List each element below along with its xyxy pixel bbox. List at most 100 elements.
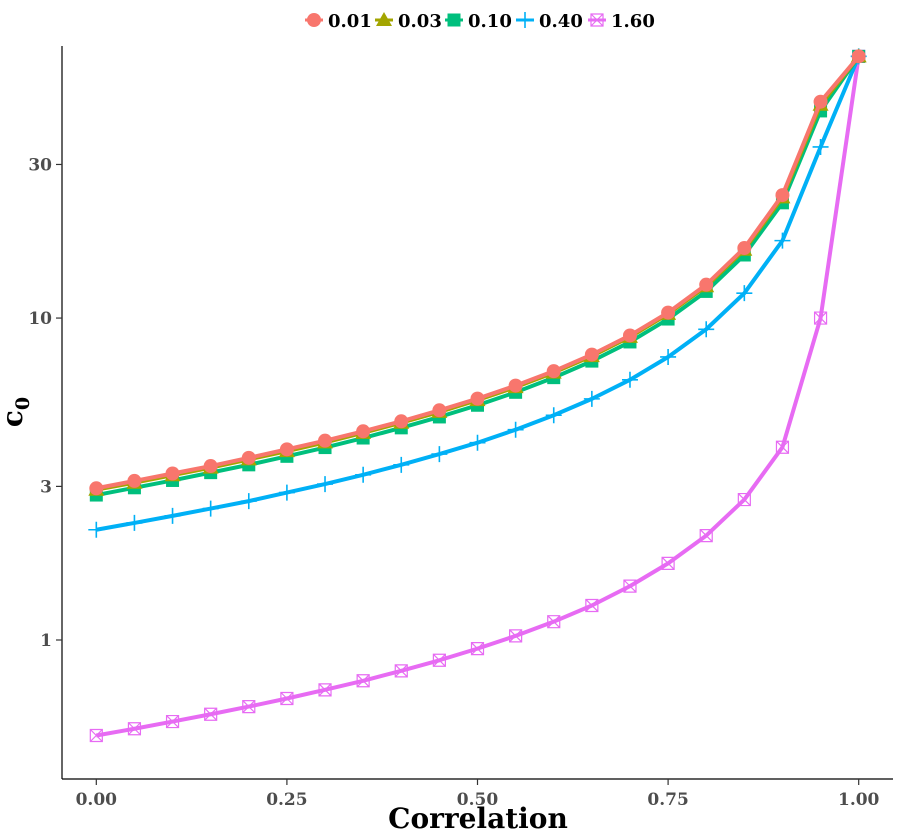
data-point <box>585 598 599 613</box>
data-point <box>241 450 256 465</box>
x-tick-label: 0.25 <box>266 790 307 810</box>
data-point <box>621 371 638 388</box>
data-point <box>547 615 561 629</box>
axes <box>61 46 893 780</box>
data-point <box>546 364 561 379</box>
legend-item-0.10: 0.10 <box>445 11 512 32</box>
data-point <box>469 434 486 451</box>
data-point <box>393 456 410 473</box>
data-point <box>355 466 372 483</box>
legend: 0.01 0.03 0.10 0.40 1.60 <box>305 11 655 32</box>
data-point <box>470 642 485 656</box>
data-point <box>517 12 533 28</box>
y-tick-label: 10 <box>28 309 52 329</box>
data-point <box>851 49 866 64</box>
data-point <box>317 476 334 493</box>
data-point <box>165 714 180 729</box>
data-point <box>204 707 218 721</box>
data-point <box>545 407 562 424</box>
data-point <box>812 138 829 155</box>
data-point <box>376 12 392 26</box>
series-0.03 <box>88 48 867 496</box>
legend-item-0.03: 0.03 <box>375 11 442 32</box>
data-point <box>356 424 371 439</box>
data-point <box>394 414 409 429</box>
x-tick-label: 0.50 <box>457 790 499 810</box>
series-0.01 <box>89 49 866 496</box>
legend-label: 0.03 <box>398 11 442 32</box>
data-point <box>737 241 752 256</box>
data-point <box>279 442 294 457</box>
series-0.40 <box>88 48 867 538</box>
data-point <box>202 500 219 517</box>
y-tick-label: 30 <box>28 155 52 175</box>
data-point <box>699 277 714 292</box>
data-point <box>774 232 791 249</box>
legend-item-0.40: 0.40 <box>516 11 583 32</box>
data-point <box>126 514 143 531</box>
data-point <box>88 521 105 538</box>
y-ticks: 1 3 10 30 <box>28 155 62 651</box>
data-point <box>470 391 485 406</box>
legend-label: 0.10 <box>468 11 512 32</box>
series-line <box>95 55 861 498</box>
x-tick-label: 1.00 <box>838 790 880 810</box>
data-point <box>242 700 256 714</box>
data-point <box>813 94 828 109</box>
data-point <box>164 507 181 524</box>
data-point <box>447 13 461 27</box>
legend-label: 0.01 <box>328 11 372 32</box>
y-axis-title: c0 <box>0 397 34 427</box>
data-point <box>813 311 828 325</box>
x-tick-label: 0.00 <box>76 790 118 810</box>
data-point <box>89 728 103 743</box>
data-point <box>584 347 599 362</box>
x-tick-label: 0.75 <box>647 790 688 810</box>
series-layer <box>88 48 867 743</box>
data-point <box>307 13 321 27</box>
data-point <box>583 390 600 407</box>
y-axis-title-main: c <box>0 410 29 427</box>
data-point <box>127 722 142 736</box>
data-point <box>661 305 676 320</box>
data-point <box>507 421 524 438</box>
data-point <box>127 473 142 488</box>
data-point <box>394 664 408 678</box>
x-ticks: 0.00 0.25 0.50 0.75 1.00 <box>76 779 880 810</box>
y-tick-label: 3 <box>40 477 52 497</box>
data-point <box>508 378 523 393</box>
data-point <box>278 484 295 501</box>
data-point <box>509 629 523 643</box>
y-axis-title-subscript: 0 <box>12 397 34 410</box>
data-point <box>165 466 180 481</box>
data-point <box>737 492 751 507</box>
data-point <box>432 653 446 667</box>
data-point <box>590 13 604 27</box>
data-point <box>240 493 257 510</box>
data-point <box>623 579 637 593</box>
x-axis-title: Correlation <box>388 802 568 835</box>
data-point <box>660 348 677 365</box>
data-point <box>431 446 448 463</box>
data-point <box>775 440 790 454</box>
data-point <box>698 321 715 338</box>
legend-label: 0.40 <box>539 11 583 32</box>
legend-item-0.01: 0.01 <box>305 11 372 32</box>
series-1.60 <box>89 49 866 743</box>
legend-item-1.60: 1.60 <box>588 11 655 32</box>
data-point <box>736 285 753 302</box>
data-point <box>622 328 637 343</box>
data-point <box>89 481 104 496</box>
data-point <box>356 674 370 688</box>
y-tick-label: 1 <box>40 631 52 651</box>
legend-label: 1.60 <box>611 11 655 32</box>
data-point <box>318 433 333 448</box>
data-point <box>661 556 675 570</box>
data-point <box>318 683 332 697</box>
series-line <box>95 55 861 491</box>
series-line <box>95 55 861 492</box>
data-point <box>699 528 713 543</box>
data-point <box>280 691 294 706</box>
series-0.10 <box>89 49 866 502</box>
